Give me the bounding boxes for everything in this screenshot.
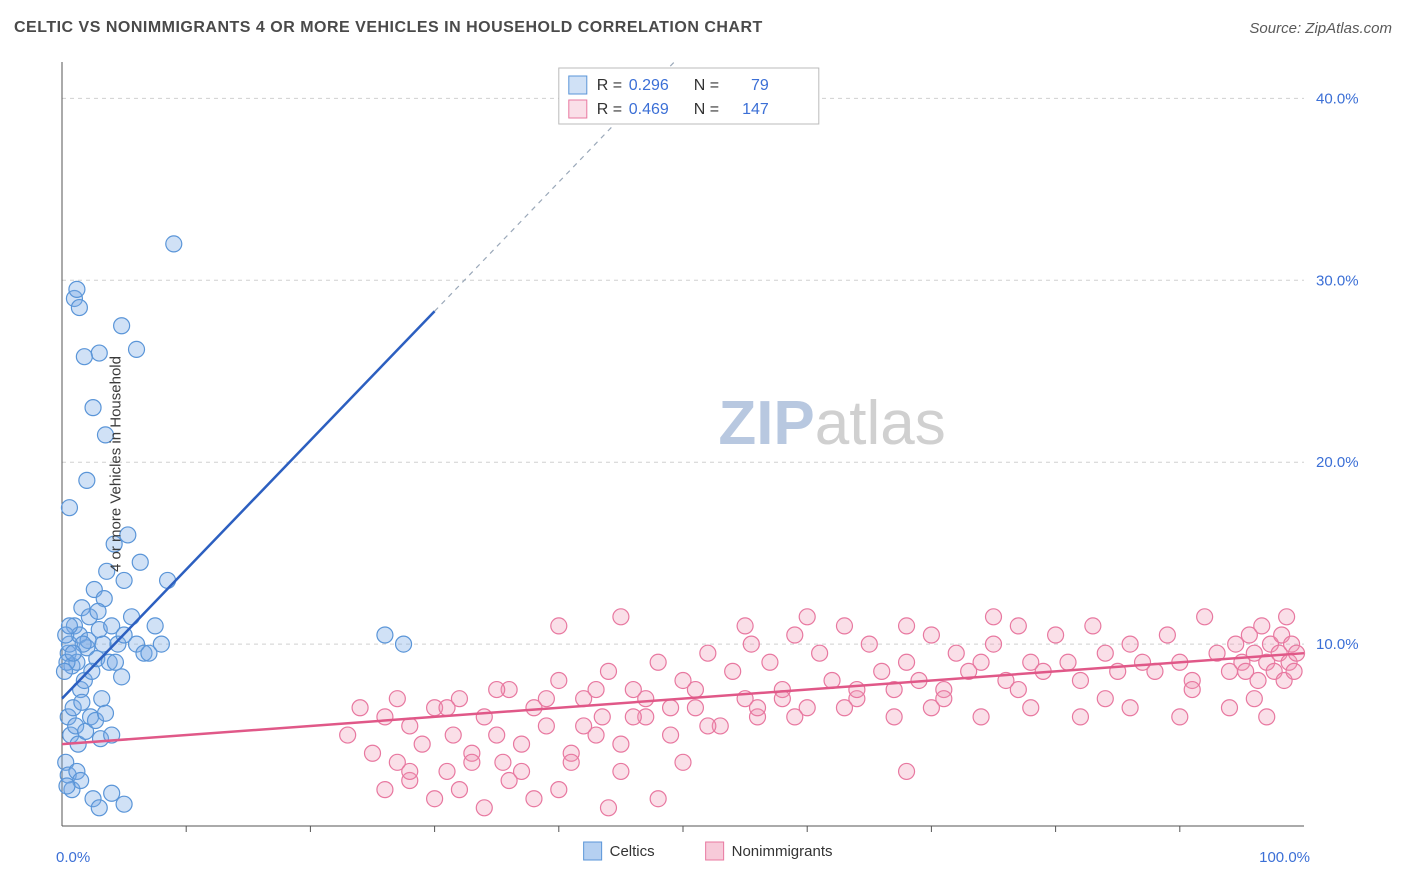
svg-text:20.0%: 20.0% bbox=[1316, 454, 1359, 471]
svg-text:79: 79 bbox=[751, 77, 769, 94]
source-prefix: Source: bbox=[1249, 20, 1305, 37]
svg-text:40.0%: 40.0% bbox=[1316, 90, 1359, 107]
source-name: ZipAtlas.com bbox=[1305, 20, 1392, 37]
svg-text:N =: N = bbox=[694, 101, 719, 118]
svg-text:0.0%: 0.0% bbox=[56, 849, 90, 866]
svg-text:N =: N = bbox=[694, 77, 719, 94]
svg-text:100.0%: 100.0% bbox=[1259, 849, 1310, 866]
source-label: Source: ZipAtlas.com bbox=[1249, 20, 1392, 37]
svg-text:147: 147 bbox=[742, 101, 769, 118]
y-axis-label: 4 or more Vehicles in Household bbox=[107, 356, 124, 572]
svg-text:Celtics: Celtics bbox=[610, 843, 655, 860]
svg-text:R =: R = bbox=[597, 101, 622, 118]
correlation-chart: ZIPatlas 10.0% 20.0% 30.0% 40.0% 0.0% 100.0% R … bbox=[14, 50, 1392, 878]
svg-text:R =: R = bbox=[597, 77, 622, 94]
svg-text:Nonimmigrants: Nonimmigrants bbox=[732, 843, 833, 860]
svg-text:0.296: 0.296 bbox=[629, 77, 669, 94]
svg-text:10.0%: 10.0% bbox=[1316, 636, 1359, 653]
chart-title: CELTIC VS NONIMMIGRANTS 4 OR MORE VEHICL… bbox=[14, 19, 763, 37]
svg-text:30.0%: 30.0% bbox=[1316, 272, 1359, 289]
svg-text:ZIPatlas: ZIPatlas bbox=[718, 389, 945, 458]
svg-text:0.469: 0.469 bbox=[629, 101, 669, 118]
